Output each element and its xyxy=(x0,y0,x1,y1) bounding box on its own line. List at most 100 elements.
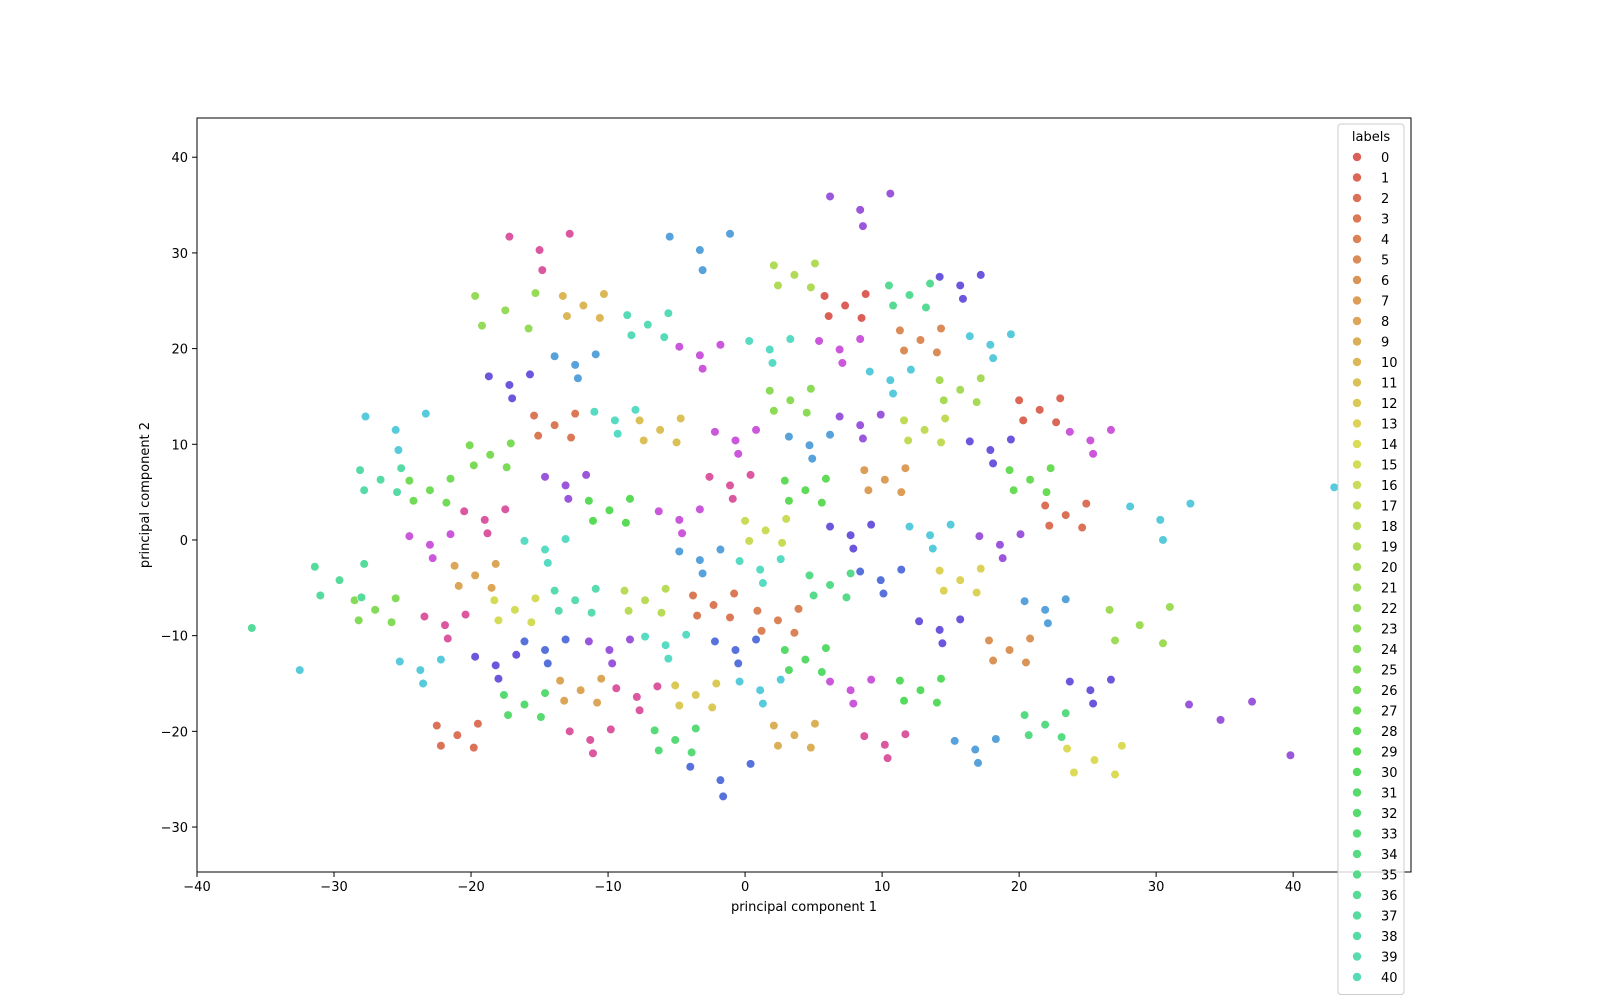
point xyxy=(784,665,794,675)
point xyxy=(904,290,915,300)
point xyxy=(606,724,616,735)
point xyxy=(752,606,763,616)
legend-label: 13 xyxy=(1381,418,1398,433)
point xyxy=(470,570,480,580)
legend-label: 34 xyxy=(1381,848,1398,863)
point xyxy=(707,702,717,713)
point xyxy=(904,521,915,532)
point xyxy=(1215,715,1226,725)
point xyxy=(940,413,950,424)
point xyxy=(565,726,575,736)
legend-marker xyxy=(1352,972,1362,982)
x-axis-label: principal component 1 xyxy=(731,900,877,915)
point xyxy=(543,558,553,568)
legend-label: 4 xyxy=(1381,233,1389,248)
point xyxy=(807,454,817,464)
legend-label: 7 xyxy=(1381,295,1389,310)
point xyxy=(998,553,1008,563)
point xyxy=(955,280,965,291)
point xyxy=(804,570,815,580)
point xyxy=(469,460,479,470)
point xyxy=(835,344,845,355)
point xyxy=(500,504,510,514)
point xyxy=(640,632,650,642)
point xyxy=(936,674,946,684)
point xyxy=(659,332,669,342)
point xyxy=(625,634,635,645)
legend-label: 1 xyxy=(1381,172,1389,187)
point xyxy=(559,696,569,706)
point xyxy=(804,440,815,450)
point xyxy=(725,612,735,623)
legend-label: 24 xyxy=(1381,643,1398,658)
point xyxy=(1061,510,1071,520)
legend-marker xyxy=(1352,746,1362,757)
point xyxy=(802,408,812,418)
point xyxy=(1055,393,1065,403)
point xyxy=(835,411,845,422)
point xyxy=(540,544,550,555)
point xyxy=(921,302,931,313)
point xyxy=(691,690,701,700)
point xyxy=(610,415,620,425)
legend-marker xyxy=(1352,828,1362,839)
x-tick-label: −40 xyxy=(183,880,210,895)
point xyxy=(310,562,320,572)
point xyxy=(950,736,960,746)
point xyxy=(765,344,775,355)
point xyxy=(776,554,786,564)
point xyxy=(988,458,998,469)
point xyxy=(780,645,790,655)
point xyxy=(454,581,464,591)
legend-label: 22 xyxy=(1381,602,1398,617)
point xyxy=(613,429,623,439)
point xyxy=(740,516,750,526)
x-tick-label: 20 xyxy=(1011,880,1028,895)
legend-label: 25 xyxy=(1381,664,1398,679)
point xyxy=(965,436,975,447)
point xyxy=(562,311,572,321)
point xyxy=(946,520,956,530)
point xyxy=(607,658,617,669)
point xyxy=(391,425,401,435)
point xyxy=(991,734,1001,744)
point xyxy=(859,731,869,741)
legend-label: 39 xyxy=(1381,951,1398,966)
point xyxy=(985,340,995,350)
point xyxy=(900,729,910,739)
point xyxy=(1024,730,1034,740)
point xyxy=(502,462,512,472)
point xyxy=(758,578,768,588)
point xyxy=(1040,605,1050,615)
point xyxy=(452,730,462,740)
point xyxy=(1081,499,1091,509)
legend-label: 0 xyxy=(1381,151,1389,166)
point xyxy=(621,518,631,528)
point xyxy=(589,407,599,417)
point xyxy=(825,521,835,532)
point xyxy=(765,386,775,396)
legend-marker xyxy=(1352,459,1362,470)
point xyxy=(1069,767,1079,778)
point xyxy=(356,592,367,602)
point xyxy=(925,278,935,289)
legend-marker xyxy=(1352,726,1362,736)
point xyxy=(730,435,741,446)
point xyxy=(491,660,501,670)
point xyxy=(744,336,754,346)
point xyxy=(876,410,886,420)
point xyxy=(665,232,675,242)
point xyxy=(955,385,965,395)
point xyxy=(1285,750,1296,760)
point xyxy=(1158,535,1168,545)
legend-label: 36 xyxy=(1381,889,1398,904)
point xyxy=(418,678,428,689)
y-tick-label: 20 xyxy=(171,343,188,358)
point xyxy=(670,680,680,691)
point xyxy=(570,595,580,605)
legend-label: 29 xyxy=(1381,746,1398,761)
legend-label: 26 xyxy=(1381,684,1398,699)
point xyxy=(1025,475,1035,485)
point xyxy=(1044,521,1054,531)
point xyxy=(698,568,708,579)
